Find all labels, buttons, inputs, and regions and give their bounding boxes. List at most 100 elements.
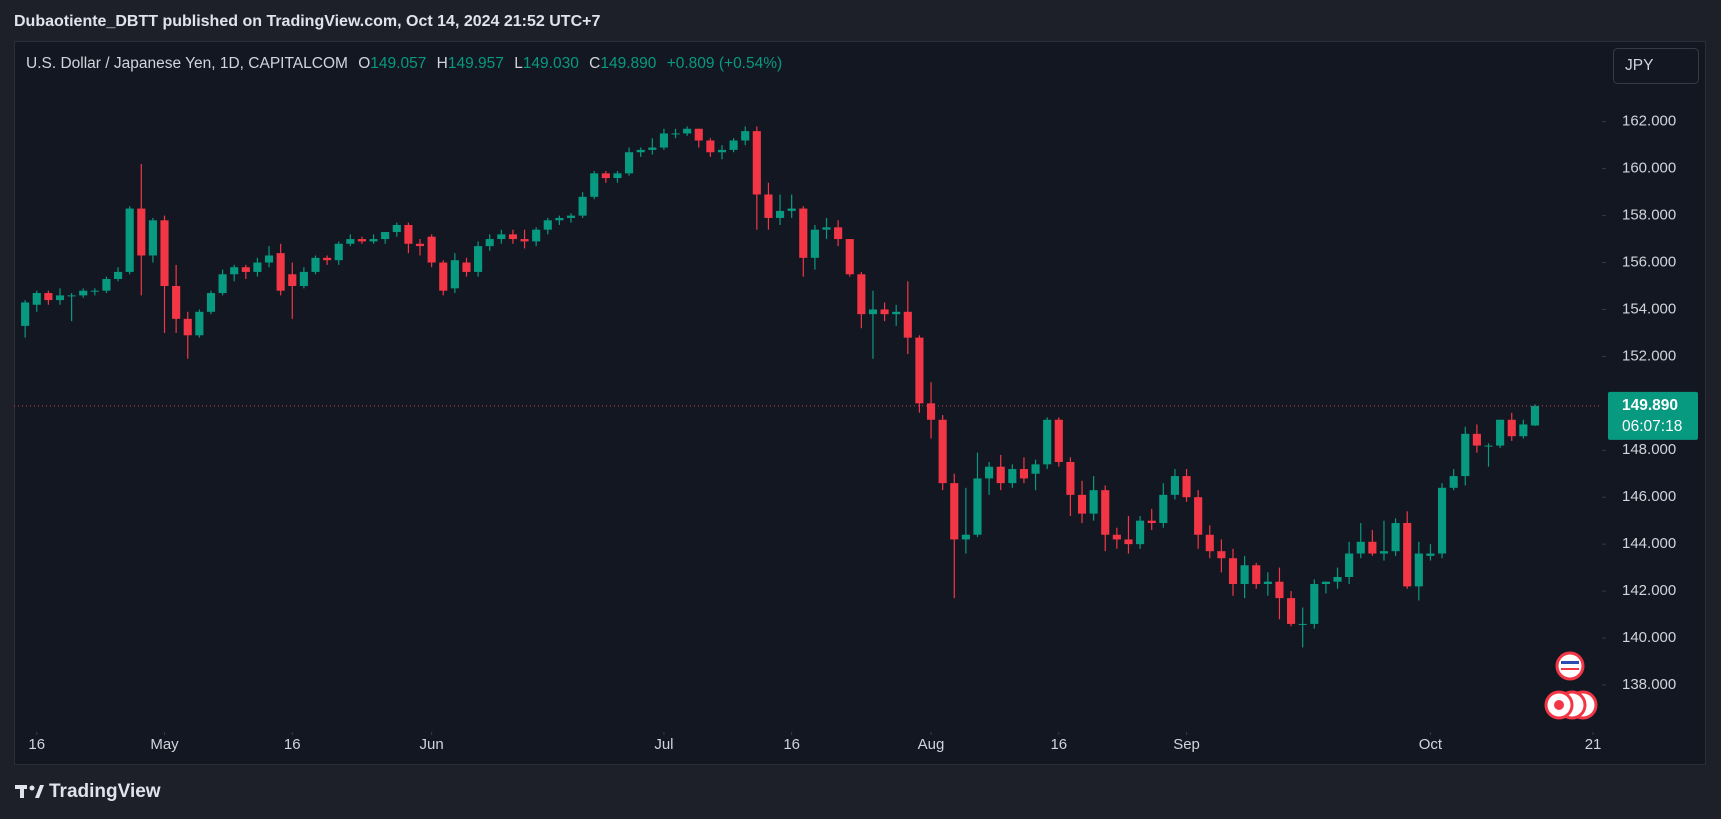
candle-body — [717, 149, 727, 153]
candle-body — [857, 274, 866, 315]
candle-body — [694, 128, 703, 141]
candle-body — [276, 253, 285, 291]
candle-body — [1170, 476, 1179, 495]
candle-body — [102, 278, 111, 291]
candle-body — [474, 246, 483, 272]
candle-body — [1530, 405, 1540, 426]
candle-body — [834, 227, 843, 240]
candle-body — [1321, 581, 1330, 585]
candle-body — [1310, 584, 1319, 624]
x-tick-label: Oct — [1419, 736, 1443, 753]
candle-body — [880, 309, 889, 315]
candle-body — [148, 220, 157, 256]
candle-body — [172, 285, 181, 319]
candle-body — [566, 215, 576, 218]
candle-body — [1008, 469, 1017, 484]
candle-body — [1496, 419, 1505, 446]
candle-body — [21, 302, 30, 326]
candle-body — [1031, 464, 1040, 474]
candle-body — [125, 208, 134, 272]
candle-body — [311, 257, 320, 272]
candle-body — [288, 274, 297, 286]
x-tick-label: May — [150, 736, 179, 753]
candle-body — [1287, 598, 1296, 624]
change-value: +0.809 (+0.54%) — [667, 55, 782, 72]
button-label[interactable]: JPY — [1625, 57, 1653, 74]
candle-body — [79, 290, 88, 296]
candle-body — [230, 267, 239, 275]
ohlc-label: O — [358, 55, 370, 72]
candle-body — [508, 234, 517, 240]
candle-body — [195, 311, 204, 336]
us-flag[interactable] — [1555, 651, 1585, 681]
candle-body — [532, 229, 541, 242]
plot-area — [14, 126, 1600, 648]
ohlc-value: 149.890 — [600, 55, 656, 72]
event-flags[interactable] — [1544, 651, 1598, 720]
candle-body — [1275, 581, 1284, 599]
candle-body — [369, 239, 378, 242]
y-tick-label: 146.000 — [1622, 488, 1676, 505]
y-tick-label: 154.000 — [1622, 300, 1676, 317]
candle-body — [1217, 551, 1226, 559]
candle-body — [1391, 523, 1400, 552]
candle-body — [799, 208, 808, 258]
currency-button[interactable]: JPY — [1613, 48, 1699, 84]
y-tick-label: 142.000 — [1622, 582, 1676, 599]
ohlc-label: H — [437, 55, 448, 72]
ohlc-value: 149.057 — [370, 55, 426, 72]
button-frame[interactable] — [1613, 48, 1699, 84]
flag-sun — [1554, 700, 1564, 710]
candle-body — [1124, 539, 1133, 545]
flag-stripe — [1561, 668, 1579, 670]
candle-body — [868, 309, 878, 315]
candle-body — [415, 243, 425, 247]
candle-body — [137, 208, 146, 256]
candle-body — [1437, 487, 1447, 554]
candle-body — [1182, 476, 1191, 498]
candle-body — [613, 173, 622, 179]
candle-body — [462, 262, 471, 272]
flag-stripe — [1561, 661, 1579, 664]
candle-body — [636, 149, 645, 153]
candle-body — [90, 290, 99, 292]
brand-logo: TradingView — [15, 781, 161, 802]
candle-body — [648, 147, 657, 150]
y-tick-label: 162.000 — [1622, 113, 1676, 130]
candle-body — [497, 234, 506, 240]
candle-body — [787, 208, 796, 211]
x-tick-label: 16 — [28, 736, 45, 753]
candle-body — [729, 140, 738, 150]
candle-body — [44, 293, 53, 301]
candle-body — [938, 419, 947, 484]
candle-body — [1066, 462, 1075, 495]
candle-body — [706, 140, 715, 153]
candle-body — [1333, 576, 1342, 582]
candle-body — [450, 260, 459, 289]
candle-body — [1194, 497, 1203, 535]
candle-body — [555, 217, 564, 221]
candle-body — [659, 133, 668, 148]
candle-body — [1054, 419, 1063, 463]
y-tick-label: 138.000 — [1622, 676, 1676, 693]
candle-body — [543, 220, 552, 230]
candle-body — [113, 271, 123, 279]
candle-body — [241, 267, 250, 272]
countdown-label: 06:07:18 — [1622, 418, 1682, 435]
publish-info: Dubaotiente_DBTT published on TradingVie… — [14, 13, 600, 30]
chart-panel — [14, 41, 1706, 765]
candle-body — [1472, 433, 1481, 446]
candle-body — [1519, 424, 1528, 437]
logo-part — [35, 785, 44, 798]
candle-body — [1298, 623, 1307, 625]
candle-body — [427, 236, 436, 263]
candle-body — [996, 466, 1005, 484]
candle-body — [1379, 551, 1389, 554]
candle-body — [741, 131, 750, 141]
x-tick-label: 16 — [284, 736, 301, 753]
candle-body — [1368, 541, 1377, 554]
candle-body — [299, 271, 308, 286]
candle-body — [1240, 565, 1249, 585]
legend-header: U.S. Dollar / Japanese Yen, 1D, CAPITALC… — [26, 55, 782, 72]
